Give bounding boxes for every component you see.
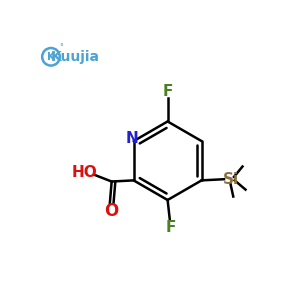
Text: F: F (162, 84, 173, 99)
Text: F: F (166, 220, 176, 235)
Text: Kuujia: Kuujia (51, 50, 100, 64)
Text: N: N (125, 131, 138, 146)
Text: HO: HO (72, 165, 98, 180)
Text: K: K (47, 52, 55, 62)
Text: O: O (104, 202, 119, 220)
Text: Si: Si (223, 172, 239, 187)
Text: °: ° (59, 44, 63, 52)
